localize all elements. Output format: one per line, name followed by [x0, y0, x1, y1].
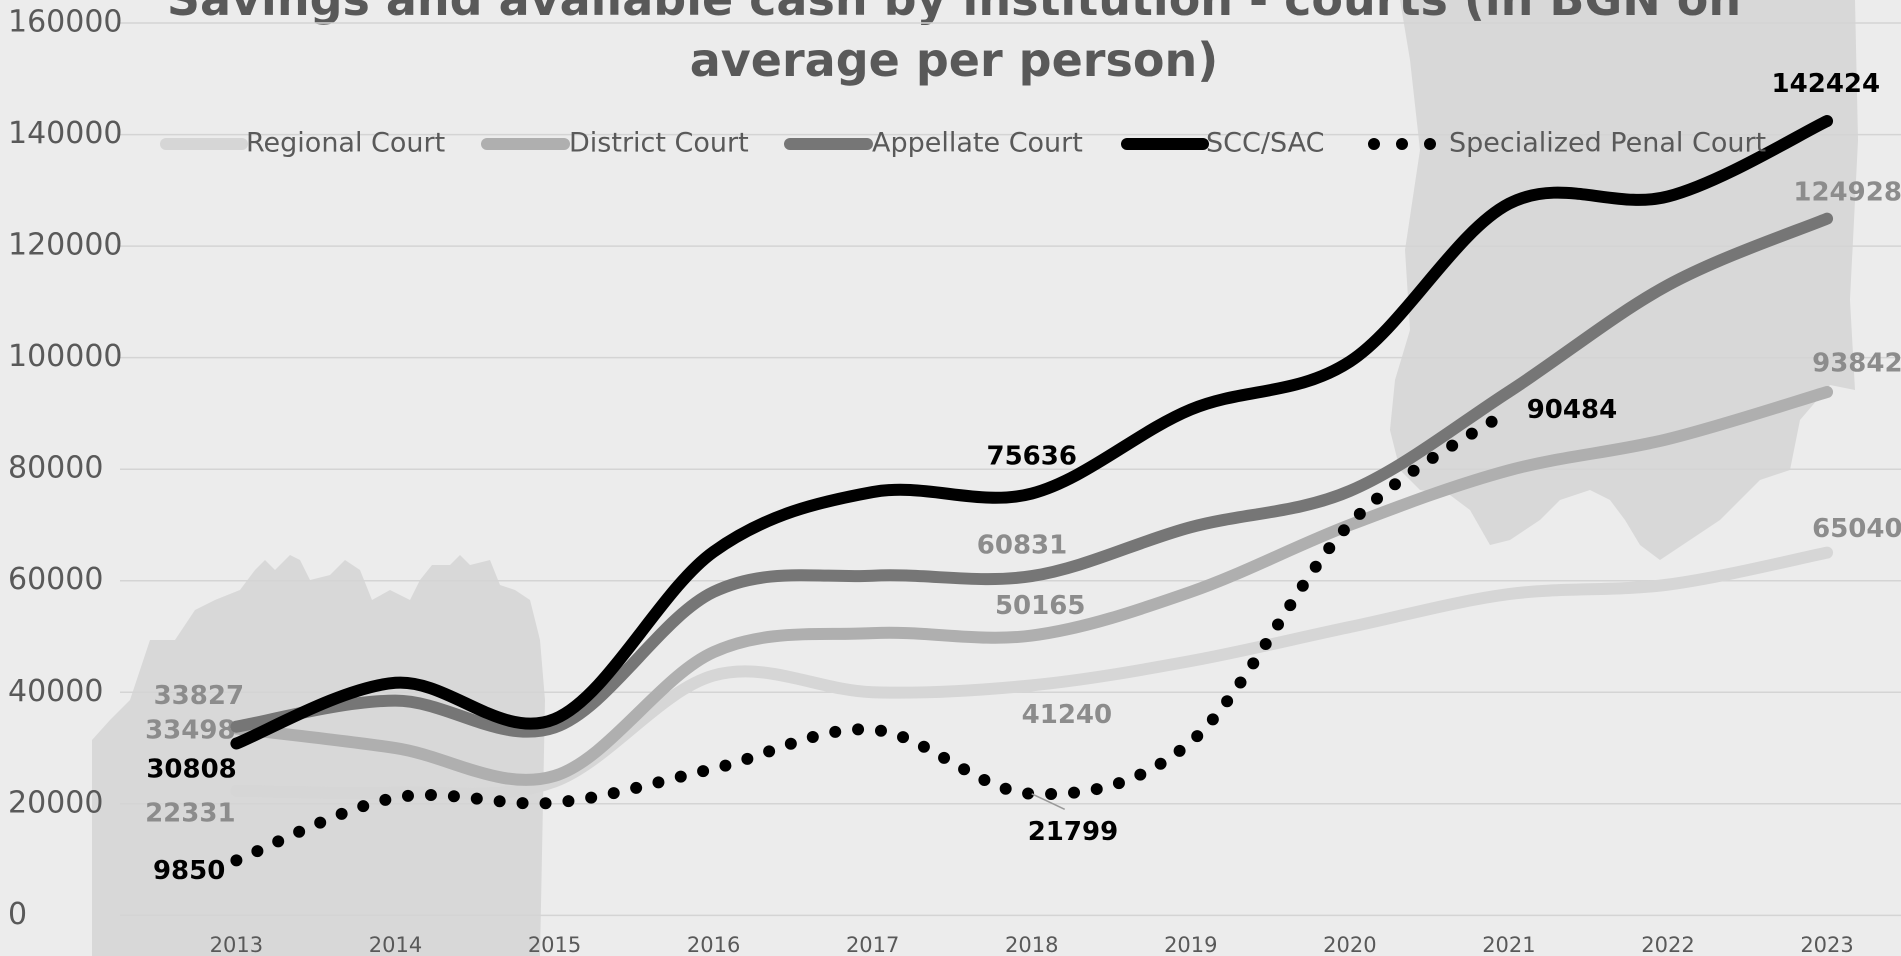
data-label: 41240: [1022, 700, 1112, 730]
x-tick-label: 2020: [1323, 933, 1376, 956]
y-tick-label: 100000: [8, 339, 123, 374]
data-label: 75636: [986, 442, 1076, 472]
leader-line: [1031, 793, 1066, 810]
x-tick-label: 2022: [1641, 933, 1694, 956]
series-line: [230, 115, 1834, 750]
y-tick-label: 120000: [8, 228, 123, 263]
data-label: 93842: [1812, 349, 1901, 379]
data-label: 60831: [977, 530, 1067, 560]
legend-label: Appellate Court: [872, 128, 1083, 159]
x-tick-label: 2013: [210, 933, 263, 956]
data-label: 30808: [146, 755, 236, 785]
x-tick-label: 2015: [528, 933, 581, 956]
data-label: 50165: [995, 591, 1085, 621]
legend-label: Regional Court: [246, 128, 445, 159]
series-line: [230, 404, 1515, 867]
data-label: 21799: [1028, 817, 1118, 847]
legend-label: District Court: [569, 128, 749, 159]
series-line: [230, 212, 1834, 738]
y-tick-label: 0: [8, 897, 27, 932]
data-label: 142424: [1772, 69, 1881, 99]
y-tick-label: 60000: [8, 562, 103, 597]
x-tick-label: 2018: [1005, 933, 1058, 956]
series-line: [230, 546, 1834, 800]
x-tick-label: 2017: [846, 933, 899, 956]
x-tick-label: 2014: [369, 933, 422, 956]
y-tick-label: 80000: [8, 451, 103, 486]
data-label: 9850: [153, 856, 225, 886]
data-label: 65040: [1812, 514, 1901, 544]
y-tick-label: 40000: [8, 674, 103, 709]
data-label: 90484: [1527, 395, 1617, 425]
y-tick-label: 20000: [8, 785, 103, 820]
chart-title: Savings and available cash by institutio…: [167, 0, 1741, 87]
x-tick-label: 2021: [1482, 933, 1535, 956]
x-tick-label: 2019: [1164, 933, 1217, 956]
legend-label: SCC/SAC: [1206, 128, 1324, 159]
x-tick-label: 2023: [1800, 933, 1853, 956]
legend-label: Specialized Penal Court: [1449, 128, 1766, 159]
data-label: 124928: [1793, 178, 1901, 208]
y-tick-label: 140000: [8, 116, 123, 151]
data-label: 33827: [154, 681, 244, 711]
series-line: [230, 385, 1834, 786]
x-tick-label: 2016: [687, 933, 740, 956]
data-label: 33498: [145, 715, 235, 745]
data-label: 22331: [145, 798, 235, 828]
y-tick-label: 160000: [8, 5, 123, 40]
